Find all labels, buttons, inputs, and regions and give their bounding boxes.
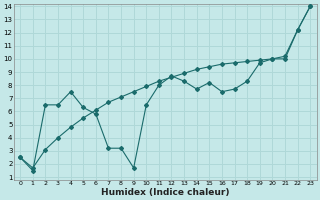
X-axis label: Humidex (Indice chaleur): Humidex (Indice chaleur) [101,188,229,197]
